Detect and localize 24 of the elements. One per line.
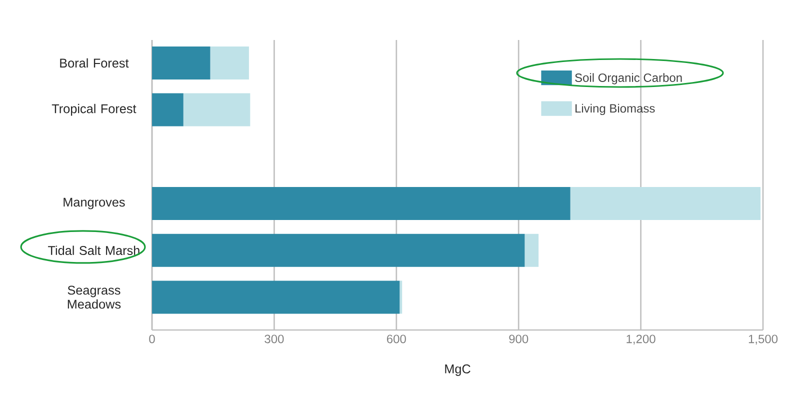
bar bbox=[210, 46, 249, 80]
x-tick-label: 300 bbox=[264, 334, 284, 344]
bar bbox=[524, 234, 539, 267]
x-tick-label: 0 bbox=[149, 334, 155, 344]
legend-label: Living Biomass bbox=[576, 104, 655, 116]
bar bbox=[152, 234, 525, 267]
bar bbox=[152, 187, 570, 220]
y-tick-label: Tidal Salt Marsh bbox=[48, 246, 140, 255]
bar bbox=[183, 93, 250, 126]
bar bbox=[400, 280, 402, 314]
x-tick-label: 600 bbox=[386, 334, 406, 344]
y-tick-label: Seagrass Meadows bbox=[68, 286, 121, 309]
y-tick-label: Boral Forest bbox=[60, 58, 129, 68]
bar bbox=[152, 280, 400, 314]
x-axis-title: MgC bbox=[445, 364, 470, 376]
bar bbox=[152, 46, 210, 80]
bar bbox=[152, 93, 184, 126]
x-tick-label: 900 bbox=[509, 334, 528, 344]
bar bbox=[570, 187, 761, 220]
x-tick-label: 1,200 bbox=[626, 334, 656, 345]
x-tick-label: 1,500 bbox=[748, 334, 778, 345]
legend-label: Soil Organic Carbon bbox=[575, 73, 682, 84]
y-tick-label: Tropical Forest bbox=[52, 104, 136, 116]
y-tick-label: Mangroves bbox=[64, 198, 125, 210]
